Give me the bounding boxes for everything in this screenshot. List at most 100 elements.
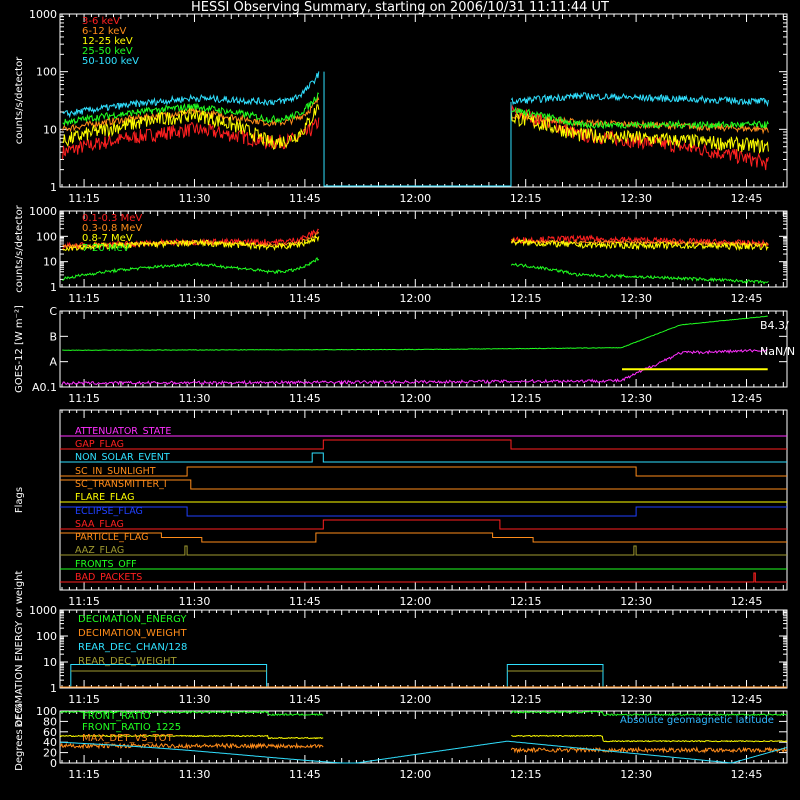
x-tick-label: 12:30 bbox=[620, 292, 652, 305]
legend-entry: DECIMATION_WEIGHT bbox=[78, 628, 187, 639]
x-tick-label: 12:30 bbox=[620, 693, 652, 706]
x-tick-label: 12:15 bbox=[510, 192, 542, 205]
x-tick-label: 11:45 bbox=[289, 693, 321, 706]
flag-label: ATTENUATOR_STATE bbox=[75, 426, 171, 437]
legend-entry: FRONT_RATIO_1225 bbox=[82, 722, 181, 733]
flag-line bbox=[60, 545, 787, 556]
flag-label: SAA_FLAG bbox=[75, 519, 124, 530]
flag-label: AAZ_FLAG bbox=[75, 545, 124, 556]
legend-entry: 7-20 MeV bbox=[82, 243, 130, 254]
y-tick-label: 100 bbox=[36, 66, 57, 79]
x-tick-label: 12:00 bbox=[399, 768, 431, 781]
x-tick-label: 12:45 bbox=[731, 192, 763, 205]
flag-line bbox=[60, 439, 787, 450]
flag-label: SC_IN_SUNLIGHT bbox=[75, 466, 156, 477]
x-tick-label: 11:15 bbox=[68, 292, 100, 305]
y-tick-label: 10 bbox=[43, 656, 57, 669]
y-tick-label: 10 bbox=[43, 123, 57, 136]
y-tick-label: 40 bbox=[43, 736, 57, 749]
x-tick-label: 11:45 bbox=[289, 595, 321, 608]
flag-label: GAP_FLAG bbox=[75, 439, 124, 450]
x-tick-label: 11:45 bbox=[289, 392, 321, 405]
flag-line bbox=[60, 506, 787, 517]
legend-entry: 0.8-7 MeV bbox=[82, 233, 133, 244]
x-tick-label: 12:30 bbox=[620, 192, 652, 205]
goes-label-long: B4.3/ bbox=[760, 319, 789, 332]
x-tick-label: 12:00 bbox=[399, 292, 431, 305]
flag-label: FRONTS_OFF bbox=[75, 559, 137, 570]
legend-entry: 0.1-0.3 MeV bbox=[82, 213, 142, 224]
panel-frame bbox=[59, 310, 788, 388]
flag-line bbox=[60, 479, 787, 490]
y-tick-label: 100 bbox=[36, 230, 57, 243]
flag-line bbox=[60, 532, 787, 543]
panel-frame bbox=[59, 210, 788, 288]
flag-line bbox=[60, 466, 787, 477]
flag-line bbox=[60, 572, 787, 583]
data-gap-line bbox=[323, 71, 512, 187]
x-tick-label: 12:45 bbox=[731, 693, 763, 706]
flag-label: BAD_PACKETS bbox=[75, 572, 142, 583]
legend-entry: 3-6 keV bbox=[82, 16, 120, 27]
y-tick-label: 100 bbox=[36, 705, 57, 718]
x-tick-label: 11:30 bbox=[179, 693, 211, 706]
flag-line bbox=[60, 452, 787, 463]
x-tick-label: 11:15 bbox=[68, 392, 100, 405]
y-tick-label: 1000 bbox=[29, 604, 57, 617]
goes-series-2 bbox=[61, 348, 768, 386]
panel-ratio: 11:15 11:30 11:45 12:00 12:15 12:30 12:45 02040… bbox=[14, 703, 788, 781]
legend-entry: REAR_DEC_CHAN/128 bbox=[78, 642, 187, 653]
x-tick-label: 12:45 bbox=[731, 292, 763, 305]
y-tick-label: A bbox=[49, 356, 57, 369]
series-line-1 bbox=[62, 228, 769, 251]
panel-flags: 11:15 11:30 11:45 12:00 12:15 12:30 12:45 Flags… bbox=[14, 409, 788, 608]
y-tick-label: 10 bbox=[43, 256, 57, 269]
x-tick-label: 12:45 bbox=[731, 392, 763, 405]
x-tick-label: 11:15 bbox=[68, 192, 100, 205]
x-tick-label: 12:15 bbox=[510, 292, 542, 305]
x-tick-label: 11:30 bbox=[179, 292, 211, 305]
x-tick-label: 12:30 bbox=[620, 392, 652, 405]
legend-entry: 50-100 keV bbox=[82, 56, 139, 67]
y-tick-label: 20 bbox=[43, 747, 57, 760]
legend-entry: REAR_DEC_WEIGHT bbox=[78, 656, 177, 667]
x-tick-label: 12:00 bbox=[399, 595, 431, 608]
x-tick-label: 12:15 bbox=[510, 693, 542, 706]
y-tick-label: B bbox=[49, 330, 57, 343]
x-tick-label: 12:00 bbox=[399, 392, 431, 405]
geomagnetic-latitude-label: Absolute geomagnetic latitude bbox=[620, 715, 774, 726]
flag-label: SC_TRANSMITTER_I bbox=[75, 479, 167, 490]
goes-series-1 bbox=[62, 315, 768, 351]
x-tick-label: 11:45 bbox=[289, 192, 321, 205]
y-tick-label: 1 bbox=[50, 281, 57, 294]
y-axis-label: GOES-12 [W m⁻²] bbox=[14, 305, 25, 393]
x-tick-label: 12:45 bbox=[731, 768, 763, 781]
panel-frame bbox=[59, 409, 788, 591]
page-title: HESSI Observing Summary, starting on 200… bbox=[191, 0, 609, 15]
y-axis-label: counts/s/detector bbox=[14, 204, 25, 292]
y-tick-label: 100 bbox=[36, 630, 57, 643]
flag-label: NON_SOLAR_EVENT bbox=[75, 452, 170, 463]
y-tick-label: C bbox=[49, 305, 57, 318]
rear-dec-chan-line bbox=[70, 664, 604, 687]
max-det-vs-tot-line bbox=[59, 742, 787, 754]
y-axis-label: Flags bbox=[14, 487, 25, 513]
x-tick-label: 11:15 bbox=[68, 768, 100, 781]
x-tick-label: 12:15 bbox=[510, 768, 542, 781]
y-tick-label: 80 bbox=[43, 715, 57, 728]
x-tick-label: 11:30 bbox=[179, 392, 211, 405]
panel-highE: 11:15 11:30 11:45 12:00 12:15 12:30 12:45 1 10 10… bbox=[14, 204, 788, 305]
x-tick-label: 12:15 bbox=[510, 392, 542, 405]
series-line-5 bbox=[62, 71, 769, 119]
y-axis-label: Degrees or % bbox=[14, 703, 25, 771]
front-ratio-line bbox=[59, 710, 788, 717]
legend-entry: 25-50 keV bbox=[82, 46, 133, 57]
series-line-4 bbox=[62, 256, 769, 285]
x-tick-label: 11:15 bbox=[68, 595, 100, 608]
legend-entry: FRONT_RATIO bbox=[82, 711, 151, 722]
geomagnetic-latitude-line bbox=[60, 740, 788, 764]
x-tick-label: 12:45 bbox=[731, 595, 763, 608]
x-tick-label: 11:30 bbox=[179, 768, 211, 781]
x-tick-label: 12:30 bbox=[620, 768, 652, 781]
flag-label: PARTICLE_FLAG bbox=[75, 532, 148, 543]
